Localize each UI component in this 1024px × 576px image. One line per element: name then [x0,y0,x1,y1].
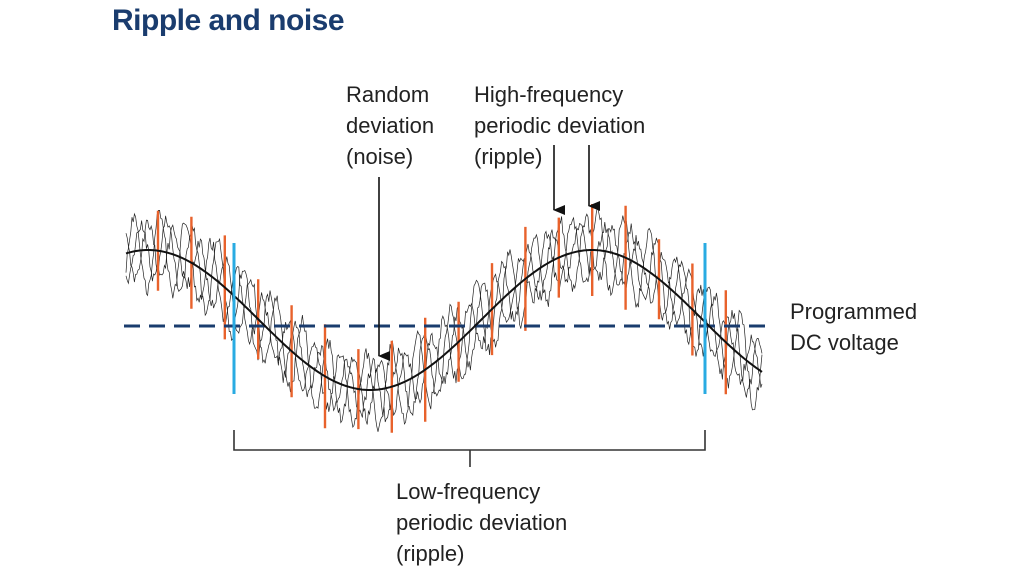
noise-waveforms [125,207,763,432]
noise-trace [125,215,763,423]
low-frequency-ripple-curve [125,249,763,391]
low-frequency-bracket [233,430,706,467]
noise-label: Random deviation (noise) [346,82,435,169]
page-title: Ripple and noise [112,4,345,37]
dc-voltage-label: Programmed DC voltage [790,299,918,355]
low-frequency-label: Low-frequency periodic deviation (ripple… [396,479,568,566]
high-frequency-label: High-frequency periodic deviation (rippl… [474,82,646,169]
